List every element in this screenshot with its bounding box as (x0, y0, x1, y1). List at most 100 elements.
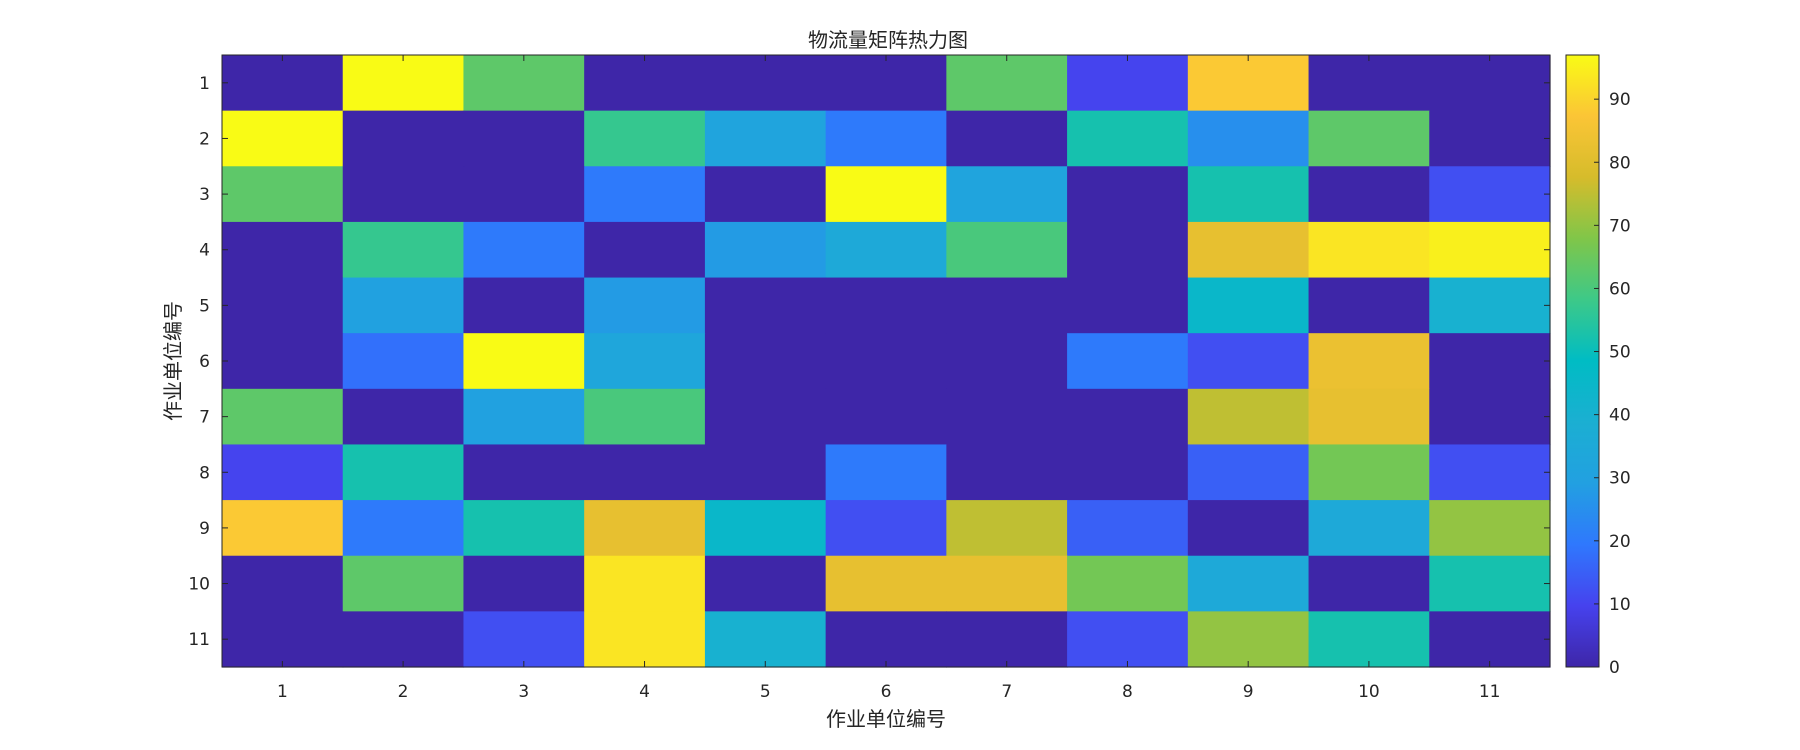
heatmap-cell (342, 166, 465, 223)
heatmap-cell (584, 388, 706, 446)
heatmap-cell (704, 110, 827, 167)
y-tick-label: 5 (199, 296, 210, 316)
heatmap-cell (222, 500, 344, 557)
heatmap-cell (704, 221, 827, 279)
x-axis-ticks: 1 2 3 4 5 6 7 8 9 10 11 (277, 55, 1501, 702)
heatmap-cell (584, 500, 706, 557)
colorbar-ticks: 0 10 20 30 40 50 60 70 80 90 (1594, 90, 1631, 678)
x-tick-label: 2 (398, 682, 409, 702)
y-tick-label: 4 (199, 241, 210, 261)
heatmap-cell (704, 500, 827, 557)
x-axis-label: 作业单位编号 (826, 707, 946, 731)
heatmap-cell (1429, 611, 1551, 668)
x-tick-label: 10 (1358, 682, 1380, 702)
heatmap-cell (825, 388, 947, 446)
x-tick-label: 7 (1001, 682, 1012, 702)
heatmap-cell (342, 110, 465, 167)
heatmap-cell (222, 277, 344, 334)
heatmap-cell (463, 166, 585, 223)
heatmap-cell (584, 55, 706, 112)
heatmap-cell (825, 166, 947, 223)
heatmap-cell (704, 388, 827, 446)
heatmap-cell (1187, 221, 1310, 279)
heatmap-cell (1308, 55, 1430, 112)
heatmap-cell (946, 555, 1068, 612)
heatmap-cell (1429, 277, 1551, 334)
heatmap-cell (342, 500, 465, 557)
heatmap-cell (1067, 277, 1189, 334)
heatmap-cell (342, 555, 465, 612)
heatmap-cell (946, 500, 1068, 557)
heatmap-cell (1187, 110, 1310, 167)
heatmap-cell (222, 221, 344, 279)
y-tick-label: 3 (199, 185, 210, 205)
heatmap-cell (463, 555, 585, 612)
heatmap-cell (946, 333, 1068, 390)
heatmap-cell (584, 611, 706, 668)
heatmap-cell (946, 110, 1068, 167)
y-tick-label: 2 (199, 129, 210, 149)
heatmap-cell (1308, 444, 1430, 501)
heatmap-cell (584, 333, 706, 390)
heatmap-cell (342, 388, 465, 446)
heatmap-cell (1308, 333, 1430, 390)
x-tick-label: 4 (639, 682, 650, 702)
y-axis-label: 作业单位编号 (161, 301, 185, 421)
heatmap-cell (1187, 444, 1310, 501)
heatmap-cell (584, 166, 706, 223)
heatmap-cell (584, 555, 706, 612)
x-tick-label: 1 (277, 682, 288, 702)
x-tick-label: 8 (1122, 682, 1133, 702)
heatmap-cell (825, 221, 947, 279)
heatmap-cell (1187, 277, 1310, 334)
heatmap-cell (704, 55, 827, 112)
heatmap-cell (704, 555, 827, 612)
heatmap-cells (222, 55, 1551, 668)
heatmap-cell (825, 444, 947, 501)
heatmap-cell (1067, 55, 1189, 112)
x-tick-label: 3 (518, 682, 529, 702)
heatmap-cell (704, 277, 827, 334)
heatmap-cell (463, 110, 585, 167)
heatmap-cell (222, 388, 344, 446)
colorbar-tick-label: 50 (1609, 343, 1631, 363)
heatmap-cell (1429, 444, 1551, 501)
y-tick-label: 8 (199, 463, 210, 483)
x-tick-label: 9 (1243, 682, 1254, 702)
heatmap-cell (1308, 166, 1430, 223)
heatmap-cell (704, 611, 827, 668)
colorbar-tick-label: 0 (1609, 658, 1620, 678)
heatmap-cell (1429, 388, 1551, 446)
heatmap-cell (946, 444, 1068, 501)
y-tick-label: 6 (199, 352, 210, 372)
heatmap-cell (1187, 611, 1310, 668)
heatmap-cell (1308, 555, 1430, 612)
heatmap-cell (463, 500, 585, 557)
heatmap-cell (222, 555, 344, 612)
x-tick-label: 11 (1479, 682, 1501, 702)
heatmap-cell (704, 444, 827, 501)
heatmap-cell (342, 221, 465, 279)
heatmap-cell (1187, 166, 1310, 223)
heatmap-cell (1429, 333, 1551, 390)
heatmap-cell (1308, 221, 1430, 279)
heatmap-cell (1067, 555, 1189, 612)
heatmap-cell (1429, 221, 1551, 279)
heatmap-cell (825, 110, 947, 167)
heatmap-cell (1067, 611, 1189, 668)
y-axis-ticks: 1 2 3 4 5 6 7 8 9 10 11 (188, 74, 1550, 650)
heatmap-cell (946, 166, 1068, 223)
heatmap-cell (946, 55, 1068, 112)
chart-title: 物流量矩阵热力图 (808, 28, 968, 52)
heatmap-cell (342, 444, 465, 501)
heatmap-cell (1067, 500, 1189, 557)
heatmap-cell (342, 611, 465, 668)
heatmap-cell (463, 333, 585, 390)
heatmap-cell (222, 611, 344, 668)
colorbar-tick-label: 30 (1609, 469, 1631, 489)
heatmap-cell (825, 500, 947, 557)
heatmap-cell (946, 611, 1068, 668)
x-tick-label: 6 (881, 682, 892, 702)
heatmap-cell (1308, 388, 1430, 446)
